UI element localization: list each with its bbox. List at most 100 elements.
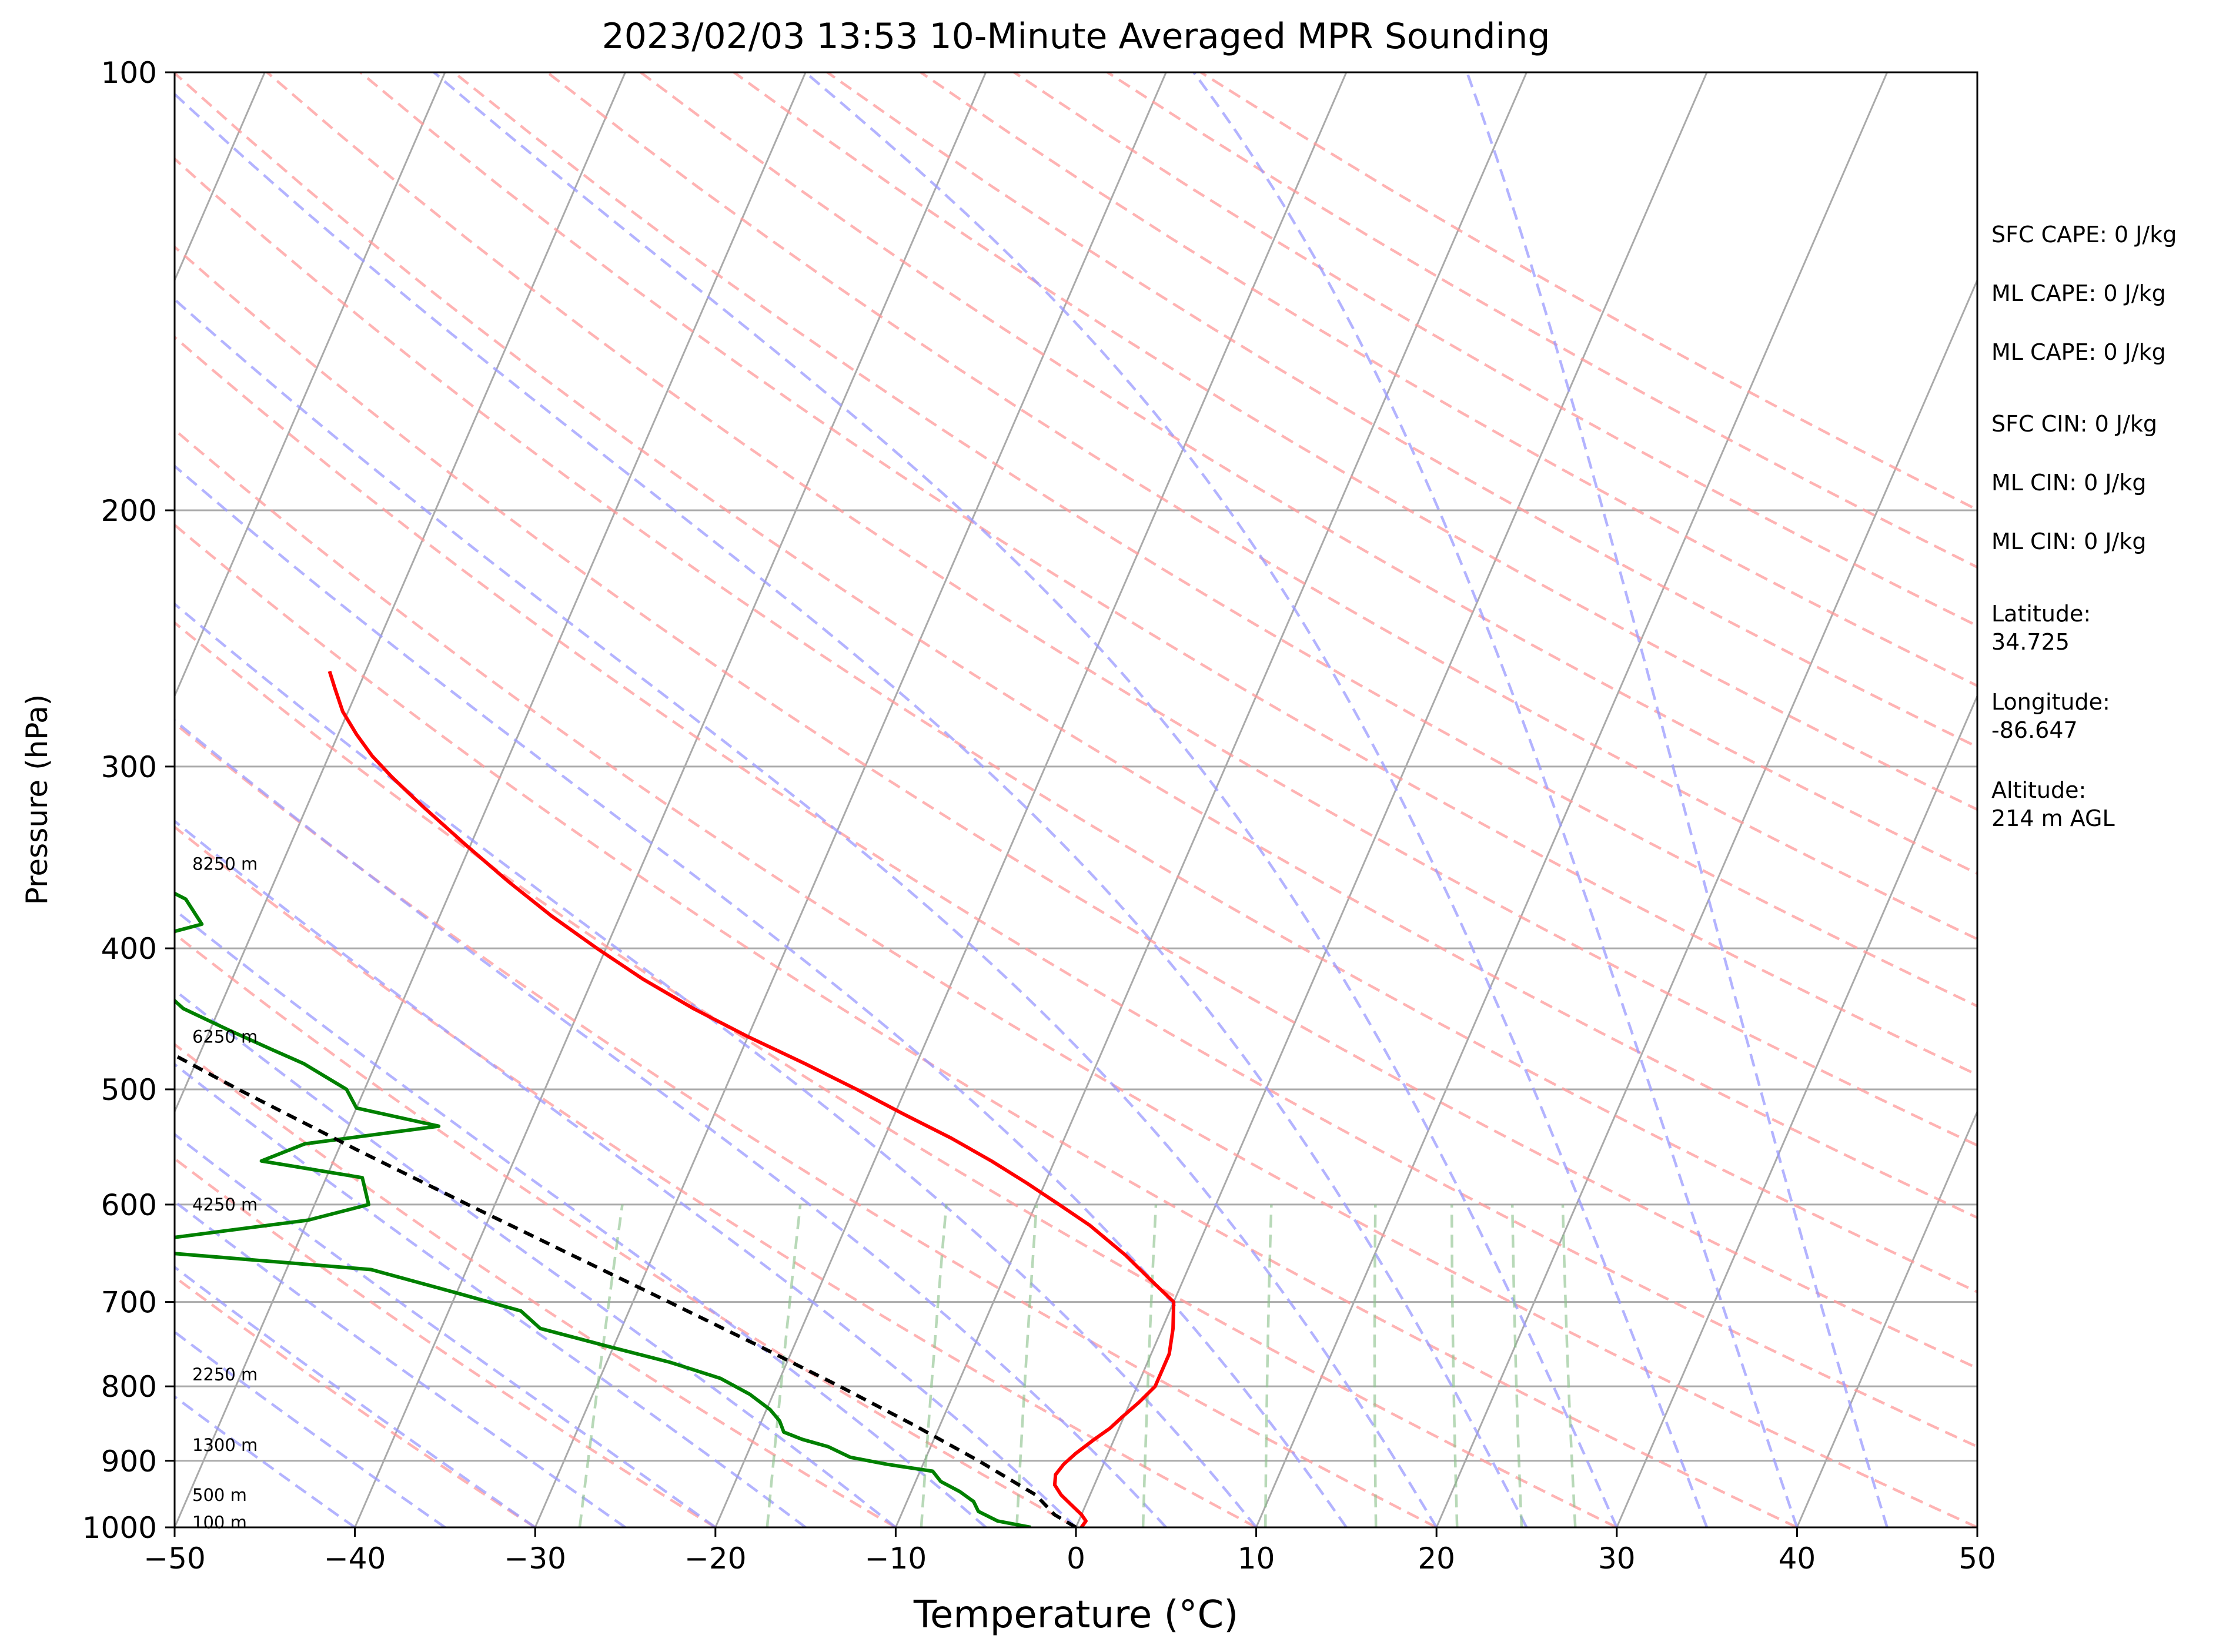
plot-data	[175, 670, 1176, 1527]
isotherm-line	[534, 72, 1167, 1527]
dry-adiabat-line	[733, 72, 1977, 811]
mixing-ratio-line	[1510, 1204, 1523, 1527]
x-tick-label: 30	[1598, 1541, 1636, 1576]
isotherm-line	[354, 72, 987, 1527]
isotherm-line	[175, 72, 626, 1114]
dry-adiabat-line	[175, 621, 1617, 1527]
y-tick-label: 200	[101, 494, 157, 528]
isotherm-line	[1075, 72, 1708, 1527]
isotherm-line	[175, 72, 446, 698]
height-label: 4250 m	[192, 1195, 258, 1215]
moist-adiabat-line	[175, 297, 1438, 1527]
ml-cin-stat: ML CIN: 0 J/kg	[1991, 470, 2147, 496]
dry-adiabat-line	[266, 72, 1977, 1147]
mixing-ratio-line	[1450, 1204, 1459, 1527]
moist-adiabat-line	[175, 1265, 536, 1527]
dry-adiabat-line	[175, 335, 1977, 1449]
dry-adiabat-line	[175, 721, 1438, 1527]
x-tick-label: −10	[865, 1541, 927, 1576]
moist-adiabat-line	[175, 92, 1528, 1527]
dry-adiabat-line	[175, 157, 1977, 1294]
dry-adiabat-line	[920, 72, 1977, 687]
mixing-ratio-line	[1141, 1204, 1158, 1527]
y-tick-label: 900	[101, 1444, 157, 1479]
plot-grid	[175, 72, 2226, 1527]
dry-adiabat-line	[175, 825, 1257, 1527]
mixing-ratio-line	[766, 1204, 802, 1527]
moist-adiabat-line	[1192, 72, 1799, 1527]
height-label: 6250 m	[192, 1026, 258, 1046]
y-tick-label: 600	[101, 1188, 157, 1222]
mixing-ratio-line	[1015, 1204, 1038, 1527]
y-tick-label: 500	[101, 1073, 157, 1107]
y-tick-label: 300	[101, 750, 157, 784]
height-label: 2250 m	[192, 1365, 258, 1385]
x-tick-label: 40	[1779, 1541, 1816, 1576]
plot-frame	[173, 71, 1978, 1529]
dry-adiabat-line	[453, 72, 1977, 1008]
isotherm-line	[1435, 277, 1977, 1527]
dewpoint-profile-line	[175, 891, 1031, 1527]
y-tick-label: 1000	[82, 1511, 157, 1545]
ml-cape-stat: ML CAPE: 0 J/kg	[1991, 280, 2166, 306]
x-tick-label: 0	[1067, 1541, 1085, 1576]
height-label: 8250 m	[192, 854, 258, 874]
x-tick-label: 10	[1238, 1541, 1275, 1576]
sfc-cape-stat: SFC CAPE: 0 J/kg	[1991, 222, 2177, 248]
moist-adiabat-line	[175, 718, 1167, 1527]
x-tick-label: −50	[143, 1541, 206, 1576]
x-tick-label: −20	[684, 1541, 747, 1576]
x-tick-label: 50	[1958, 1541, 1996, 1576]
axes: −50 −40 −30 −20 −10 0 10 20 30 40 50 100 200 300 400 50…	[82, 56, 1996, 1576]
dry-adiabat-line	[359, 72, 1977, 1076]
isotherm-line	[895, 72, 1528, 1527]
dry-adiabat-line	[640, 72, 1977, 875]
isotherm-line	[1255, 72, 1889, 1527]
dry-adiabat-line	[175, 932, 1077, 1527]
height-labels: 8250 m 6250 m 4250 m 2250 m 1300 m 500 m 100 m	[192, 854, 258, 1533]
mixing-ratio-line	[578, 1204, 624, 1527]
y-axis-label: Pressure (hPa)	[20, 694, 54, 905]
sfc-cin-stat: SFC CIN: 0 J/kg	[1991, 411, 2158, 437]
moist-adiabat-line	[175, 819, 1077, 1527]
y-tick-label: 400	[101, 932, 157, 966]
dry-adiabat-line	[175, 1157, 716, 1527]
isotherm-line	[175, 72, 807, 1527]
parcel-profile-line	[175, 1053, 1077, 1527]
y-tick-label: 700	[101, 1286, 157, 1320]
moist-adiabat-line	[175, 908, 987, 1527]
isotherm-line	[2158, 72, 2226, 1527]
x-tick-label: −40	[324, 1541, 386, 1576]
isotherm-line	[1796, 1109, 1977, 1527]
dry-adiabat-line	[175, 245, 1977, 1370]
mixing-ratio-line	[1561, 1204, 1577, 1527]
moist-adiabat-line	[804, 72, 1709, 1527]
moist-adiabat-line	[175, 988, 897, 1527]
y-tick-label: 800	[101, 1370, 157, 1404]
dry-adiabat-line	[546, 72, 1977, 941]
altitude-stat: Altitude: 214 m AGL	[1991, 777, 2115, 831]
temperature-profile-line	[327, 670, 1176, 1527]
moist-adiabat-line	[175, 1132, 717, 1527]
x-tick-label: 20	[1418, 1541, 1455, 1576]
height-label: 500 m	[192, 1485, 247, 1505]
mixing-ratio-line	[1264, 1204, 1273, 1527]
moist-adiabat-line	[175, 464, 1348, 1527]
moist-adiabat-line	[175, 602, 1258, 1527]
dry-adiabat-line	[826, 72, 1977, 749]
chart-title: 2023/02/03 13:53 10-Minute Averaged MPR …	[602, 16, 1550, 57]
ml-cin-stat-2: ML CIN: 0 J/kg	[1991, 529, 2147, 554]
moist-adiabat-line	[433, 72, 1618, 1527]
moist-adiabat-line	[175, 1330, 446, 1527]
ml-cape-stat-2: ML CAPE: 0 J/kg	[1991, 339, 2166, 365]
longitude-stat: Longitude: -86.647	[1991, 689, 2110, 743]
dry-adiabat-line	[175, 72, 1977, 1219]
mixing-ratio-line	[920, 1204, 948, 1527]
moist-adiabat-line	[1465, 72, 1889, 1527]
isotherm-line	[1616, 693, 1977, 1527]
dry-adiabat-line	[175, 1275, 536, 1527]
latitude-stat: Latitude: 34.725	[1991, 601, 2091, 655]
y-tick-label: 100	[101, 56, 157, 90]
dry-adiabat-line	[175, 523, 1798, 1527]
